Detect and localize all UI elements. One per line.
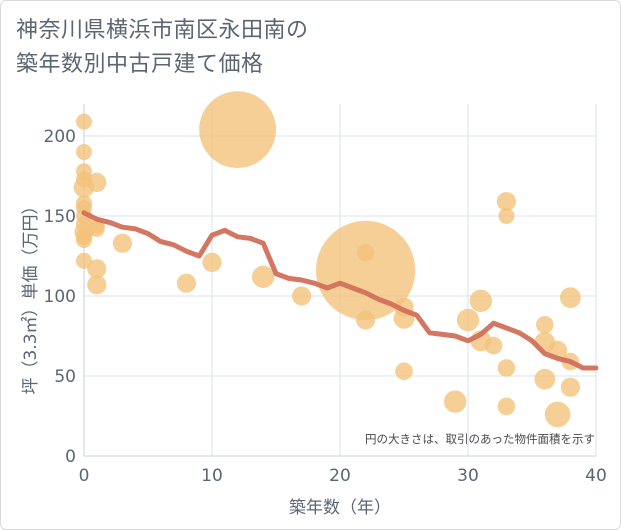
y-tick-label: 50 [54,367,76,387]
y-axis-label: 坪（3.3㎡）単価（万円） [21,197,41,394]
y-tick-label: 200 [44,127,76,147]
chart-title-line-2: 築年数別中古戸建て価格 [16,52,264,77]
data-point [202,252,222,272]
data-point [534,368,556,390]
data-point [497,359,516,377]
x-tick-label: 30 [457,466,479,486]
data-point [87,275,107,295]
trend-line [81,210,599,371]
data-point [76,252,92,269]
data-point [496,192,516,212]
data-point [560,377,581,397]
size-note: 円の大きさは、取引のあった物件面積を示す [365,432,595,446]
data-point [536,316,554,334]
data-point [252,265,275,288]
data-point [444,390,467,413]
x-tick-label: 10 [201,466,223,486]
trend-line-group [81,210,599,371]
x-tick-label: 20 [329,466,351,486]
x-tick-label: 0 [79,466,90,486]
data-point [292,286,312,306]
data-point [560,287,581,308]
chart-title: 神奈川県横浜市南区永田南の 築年数別中古戸建て価格 [16,14,309,82]
data-point [316,220,416,320]
data-point [356,244,375,262]
data-point [112,233,132,253]
data-point [76,144,92,160]
data-point [76,232,92,248]
data-point [497,397,516,416]
axis-ticks: 0 10 20 30 40 0 50 100 150 200 [44,127,607,486]
chart-title-line-1: 神奈川県横浜市南区永田南の [16,18,309,43]
x-axis-label: 築年数（年） [289,498,391,518]
data-point [199,91,276,168]
data-point [176,273,196,293]
x-tick-label: 40 [585,466,607,486]
data-point [87,259,107,279]
data-point [76,113,92,130]
y-tick-label: 0 [65,447,76,467]
y-tick-label: 100 [44,287,76,307]
data-point [88,220,105,237]
data-point [456,308,480,332]
data-point [395,362,413,381]
data-point [469,289,492,312]
data-point [484,336,503,355]
data-point [498,208,515,224]
data-points [73,91,581,428]
data-point [544,401,571,428]
y-tick-label: 150 [44,207,76,227]
data-point [87,172,107,192]
data-point [356,310,376,330]
